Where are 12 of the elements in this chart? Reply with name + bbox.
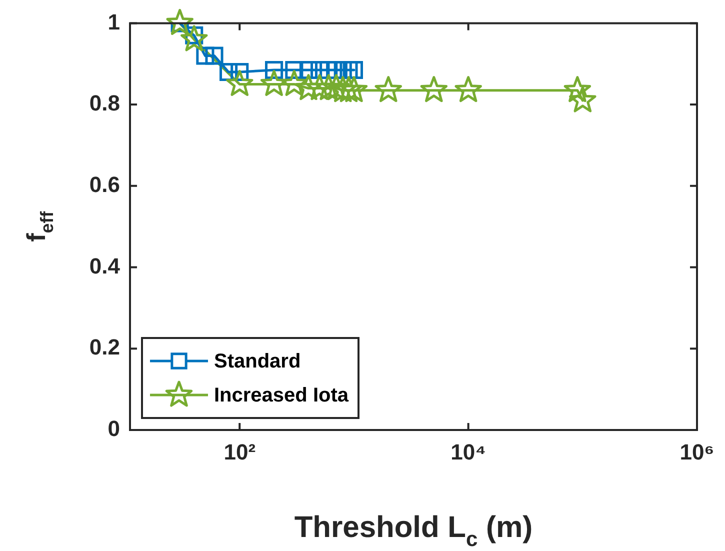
x-tick-label: 10⁴ xyxy=(450,439,486,464)
y-tick-label: 0.8 xyxy=(89,90,120,116)
legend-label: Increased Iota xyxy=(214,384,350,407)
y-tick-label: 0.6 xyxy=(89,172,120,197)
x-tick-label: 10² xyxy=(224,439,256,464)
y-tick-label: 0 xyxy=(108,416,120,442)
y-tick-label: 0.4 xyxy=(89,253,121,278)
legend-label: Standard xyxy=(214,350,301,373)
y-tick-label: 0.2 xyxy=(89,334,120,360)
y-axis-title: feff xyxy=(21,210,57,242)
y-tick-label: 1 xyxy=(108,9,120,34)
x-tick-label: 10⁶ xyxy=(680,439,714,464)
